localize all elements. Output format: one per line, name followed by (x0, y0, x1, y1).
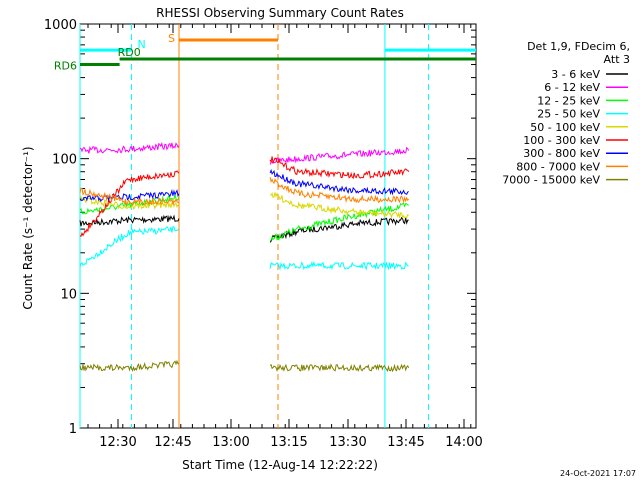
chart-title: RHESSI Observing Summary Count Rates (156, 6, 404, 20)
bar-label-rd6: RD6 (54, 60, 77, 73)
series-7000-15000-kev-post (269, 363, 410, 373)
series-100-300-kev-pre (79, 170, 180, 237)
plot-area: 1 10 100 1000 12:30 12:45 13:00 13:15 13:30 13:45… (44, 18, 628, 450)
x-tick-label: 12:45 (154, 435, 191, 450)
legend-label: 3 - 6 keV (551, 68, 600, 81)
legend-label: 6 - 12 keV (544, 81, 600, 94)
series-800-7000-kev-post (269, 176, 410, 204)
legend-label: 7000 - 15000 keV (502, 174, 600, 187)
legend-label: 12 - 25 keV (537, 94, 600, 107)
x-tick-label: 14:00 (445, 435, 482, 450)
series-3-6-kev-pre (79, 214, 180, 227)
legend-label: 100 - 300 keV (523, 134, 600, 147)
x-tick-label: 13:30 (329, 435, 366, 450)
x-axis-label: Start Time (12-Aug-14 12:22:22) (182, 458, 378, 472)
legend-label: 50 - 100 keV (530, 121, 600, 134)
series-100-300-kev-post (269, 156, 410, 180)
legend-label: 300 - 800 keV (523, 147, 600, 160)
series-12-25-kev-post (269, 202, 409, 242)
y-axis-label: Count Rate (s⁻¹ detector⁻¹) (21, 146, 35, 309)
bar-label-n: N (137, 38, 145, 51)
legend-label: 800 - 7000 keV (516, 160, 600, 173)
series-7000-15000-kev-pre (79, 359, 179, 372)
bar-label-rd0: RD0 (118, 46, 141, 59)
series-25-50-kev-post (269, 260, 409, 271)
legend-label: 25 - 50 keV (537, 108, 600, 121)
legend-header-line1: Det 1,9, FDecim 6, (527, 40, 630, 53)
series-300-800-kev-post (269, 168, 409, 196)
x-tick-label: 13:45 (387, 435, 424, 450)
series-50-100-kev-post (270, 192, 409, 220)
series-6-12-kev-pre (79, 141, 180, 154)
series-6-12-kev-post (269, 146, 410, 165)
y-tick-label: 1 (69, 422, 77, 437)
series-800-7000-kev-pre (79, 187, 180, 206)
x-tick-label: 12:30 (99, 435, 136, 450)
y-tick-label: 10 (60, 287, 77, 302)
y-tick-label: 1000 (44, 18, 77, 33)
bar-label-s: S (168, 32, 175, 45)
x-tick-label: 13:15 (270, 435, 307, 450)
series-25-50-kev-pre (79, 225, 180, 267)
x-tick-label: 13:00 (212, 435, 249, 450)
y-tick-label: 100 (52, 153, 77, 168)
footer-date: 24-Oct-2021 17:07 (560, 469, 636, 478)
legend-header-line2: Att 3 (604, 53, 630, 66)
series-300-800-kev-pre (79, 189, 180, 203)
